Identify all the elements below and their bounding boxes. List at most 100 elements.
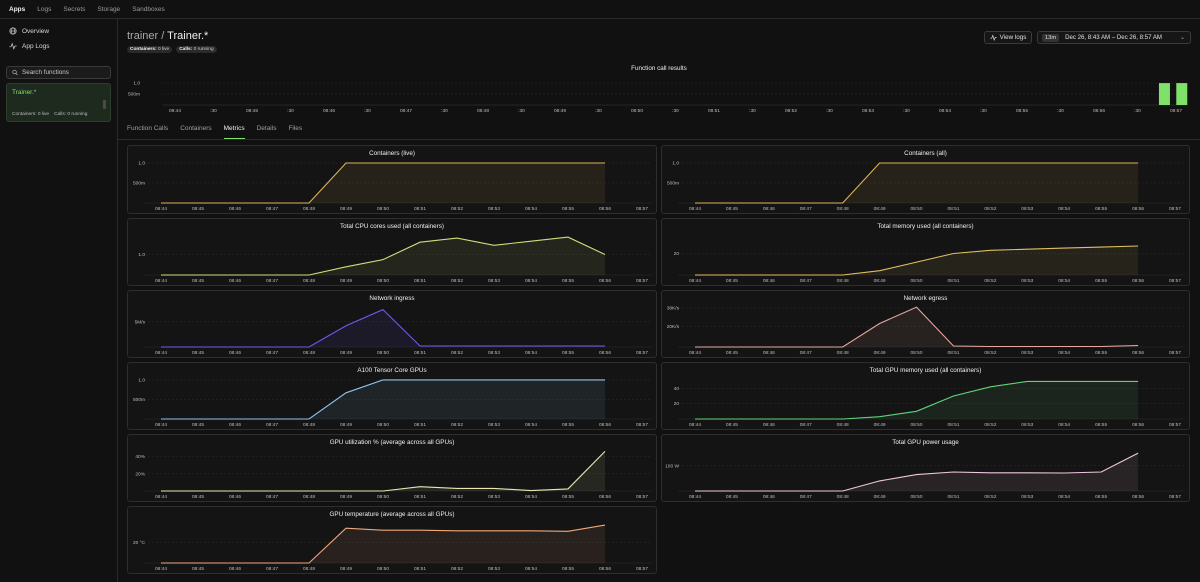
series-line[interactable] [161, 379, 605, 420]
x-tick-label: 08:49 [340, 422, 352, 428]
x-tick-label: 08:49 [874, 494, 886, 500]
metric-chart: Containers (all) 1.0 500m 08:44 08:45 08:46 08… [667, 150, 1185, 212]
x-tick-label: 08:47 [800, 206, 812, 212]
nav-secrets[interactable]: Secrets [63, 5, 86, 13]
series-line[interactable] [695, 452, 1139, 492]
series-line[interactable] [161, 308, 605, 348]
series-line[interactable] [695, 245, 1139, 276]
x-tick-label: 08:47 [800, 494, 812, 500]
result-bar[interactable] [1176, 83, 1188, 105]
series-area [695, 163, 1139, 203]
sidebar-item-overview[interactable]: Overview [9, 27, 49, 35]
tab-function-calls[interactable]: Function Calls [127, 125, 169, 132]
chart-title: Containers (live) [369, 150, 415, 157]
y-tick-label: 500m [128, 92, 140, 98]
x-tick-label: 08:52 [451, 350, 463, 356]
y-tick-label: 38K/s [667, 306, 680, 312]
x-tick-label: :30 [595, 108, 602, 114]
x-tick-label: 08:49 [340, 566, 352, 572]
x-tick-label: 08:54 [1058, 422, 1070, 428]
date-range-picker[interactable]: 13m Dec 26, 8:43 AM – Dec 26, 8:57 AM ⌄ [1037, 31, 1191, 44]
x-tick-label: 08:53 [488, 278, 500, 284]
y-tick-label: 40 [674, 386, 680, 392]
x-tick-label: 08:50 [911, 278, 923, 284]
x-tick-label: 08:51 [414, 350, 426, 356]
x-tick-label: :30 [903, 108, 910, 114]
x-tick-label: 08:57 [1169, 206, 1181, 212]
x-tick-label: 08:44 [169, 108, 181, 114]
x-tick-label: 08:52 [451, 278, 463, 284]
nav-apps[interactable]: Apps [9, 5, 26, 13]
series-area [161, 309, 605, 347]
chart-title: GPU utilization % (average across all GP… [330, 439, 455, 446]
nav-sandboxes[interactable]: Sandboxes [132, 5, 165, 13]
x-tick-label: 08:48 [303, 278, 315, 284]
x-tick-label: 08:45 [192, 278, 204, 284]
metric-chart: Containers (live) 1.0 500m 08:44 08:45 08:46 0… [133, 150, 652, 212]
x-tick-label: 08:54 [1058, 494, 1070, 500]
x-tick-label: 08:54 [525, 278, 537, 284]
x-tick-label: 08:51 [947, 206, 959, 212]
series-line[interactable] [695, 306, 1139, 348]
x-tick-label: :30 [287, 108, 294, 114]
series-line[interactable] [161, 451, 606, 492]
x-tick-label: 08:52 [451, 566, 463, 572]
x-tick-label: 08:48 [837, 422, 849, 428]
series-line[interactable] [161, 236, 606, 276]
tab-files[interactable]: Files [288, 125, 303, 132]
x-tick-label: 08:48 [303, 206, 315, 212]
tab-details[interactable]: Details [256, 125, 277, 132]
x-tick-label: 08:55 [562, 422, 574, 428]
x-tick-label: 08:51 [414, 494, 426, 500]
series-line[interactable] [161, 162, 605, 204]
x-tick-label: 08:57 [636, 422, 648, 428]
function-card[interactable]: Trainer.* Containers: 0 live Calls: 0 ru… [6, 83, 111, 122]
metric-panel-network-egress: Network egress 38K/s 20K/s 08:44 08:45 08:46 0… [661, 290, 1190, 358]
series-line[interactable] [695, 162, 1139, 204]
x-tick-label: 08:56 [599, 278, 611, 284]
x-tick-label: 08:45 [246, 108, 258, 114]
containers-badge: Containers: 0 live [127, 46, 173, 53]
x-tick-label: :30 [441, 108, 448, 114]
function-card-scrollbar[interactable] [103, 100, 106, 109]
tab-metrics[interactable]: Metrics [218, 125, 251, 139]
metric-chart: Total GPU memory used (all containers) 40… [674, 367, 1185, 428]
tab-divider [118, 139, 1200, 140]
search-input[interactable] [22, 69, 110, 76]
x-tick-label: 08:46 [229, 206, 241, 212]
x-tick-label: 08:51 [708, 108, 720, 114]
x-tick-label: 08:51 [947, 422, 959, 428]
tab-containers[interactable]: Containers [180, 125, 212, 132]
x-tick-label: 08:46 [763, 494, 775, 500]
series-area [161, 163, 605, 203]
x-tick-label: 08:55 [562, 566, 574, 572]
x-tick-label: 08:48 [303, 422, 315, 428]
x-tick-label: 08:53 [862, 108, 874, 114]
x-tick-label: 08:57 [636, 350, 648, 356]
x-tick-label: 08:51 [414, 422, 426, 428]
function-call-results-chart: Function call results 1.0 500m 08:44:30 08:4… [128, 65, 1188, 114]
x-tick-label: 08:46 [229, 278, 241, 284]
sidebar-item-app-logs[interactable]: App Logs [9, 42, 49, 50]
series-line[interactable] [695, 380, 1139, 420]
x-tick-label: :30 [518, 108, 525, 114]
y-tick-label: 1.0 [672, 161, 679, 167]
x-tick-label: 08:55 [1095, 494, 1107, 500]
nav-logs[interactable]: Logs [37, 5, 52, 13]
result-bar[interactable] [1158, 83, 1170, 105]
metric-panel-total-memory-used-all-containers: Total memory used (all containers) 20 08:4… [661, 218, 1190, 286]
view-logs-button[interactable]: View logs [984, 31, 1032, 44]
x-tick-label: :30 [210, 108, 217, 114]
x-tick-label: 08:55 [1095, 278, 1107, 284]
x-tick-label: 08:44 [155, 566, 167, 572]
series-line[interactable] [161, 524, 606, 564]
x-tick-label: 08:56 [1132, 206, 1144, 212]
x-tick-label: 08:49 [874, 278, 886, 284]
y-tick-label: 1.0 [138, 252, 145, 258]
function-title: Trainer.* [167, 30, 209, 42]
x-tick-label: 08:53 [1021, 494, 1033, 500]
x-tick-label: 08:49 [340, 278, 352, 284]
x-tick-label: 08:44 [689, 494, 701, 500]
chart-title: Network ingress [369, 295, 414, 302]
nav-storage[interactable]: Storage [97, 5, 121, 13]
